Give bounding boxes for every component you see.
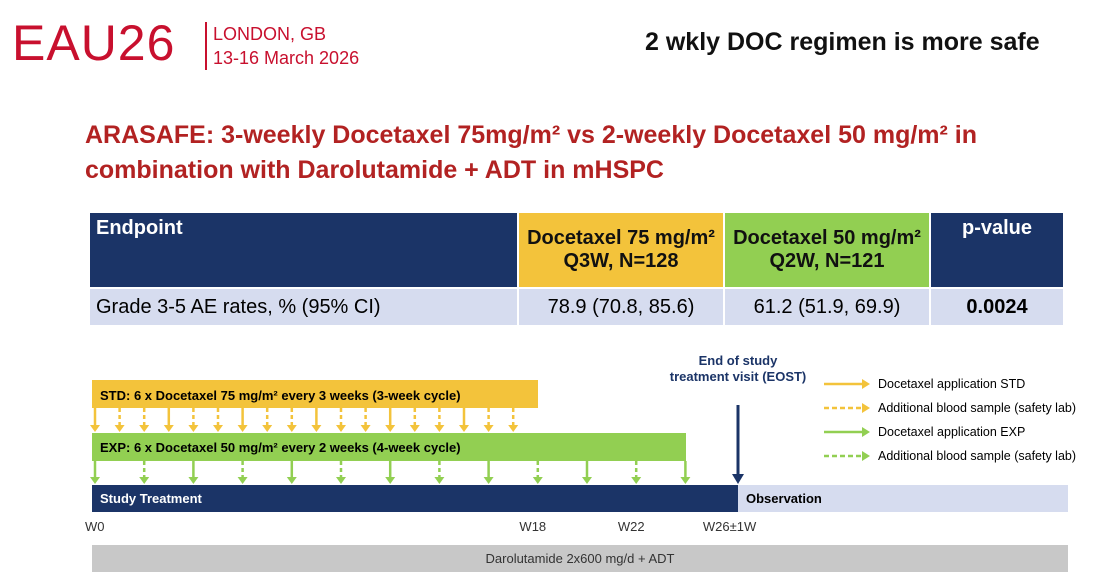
header-cell: Endpoint [88,211,519,289]
header-cell: Docetaxel 75 mg/m² Q3W, N=128 [517,211,725,289]
arrowhead [532,477,543,484]
week-label: W0 [85,519,105,534]
dates: 13-16 March 2026 [213,48,360,68]
eost-line: treatment visit (EOST) [670,369,807,384]
arrowhead [336,425,346,432]
legend-arrowhead [862,451,870,461]
exp-bar [92,433,686,461]
legend-label: Additional blood sample (safety lab) [878,449,1076,463]
arrowhead [360,425,371,432]
cell: Grade 3-5 AE rates, % (95% CI) [88,287,519,327]
arrowhead [434,425,445,432]
observation-label: Observation [746,491,822,506]
arrowhead [188,477,199,484]
legend-arrowhead [862,379,870,389]
arrowhead [188,425,199,432]
logo: EAU26 [12,15,176,71]
cell: 61.2 (51.9, 69.9) [723,287,931,327]
cell: 0.0024 [929,287,1065,327]
legend-label: Docetaxel application STD [878,377,1025,391]
arrowhead [385,425,396,432]
arrowhead [459,425,469,432]
arrowhead [237,425,248,432]
std-label: STD: 6 x Docetaxel 75 mg/m² every 3 week… [100,388,461,403]
legend-label: Additional blood sample (safety lab) [878,401,1076,415]
legend: Docetaxel application STD Additional bloo… [824,377,1076,463]
arrows [90,408,691,484]
background-bar [92,545,1068,572]
arrowhead [582,477,592,484]
eost-arrowhead [732,474,744,484]
arrowhead [286,477,297,484]
arrowhead [237,477,248,484]
legend-arrowhead [862,427,870,437]
arrowhead [508,425,519,432]
week-labels: W0 W18 W22 W26±1W [85,519,757,534]
legend-arrowhead [862,403,870,413]
city: LONDON, GB [213,24,327,44]
table: Endpoint Docetaxel 75 mg/m² Q3W, N=128 D… [88,211,1065,327]
arrowhead [336,477,346,484]
arrowhead [262,425,273,432]
observation-bar [738,485,1068,512]
study-bar [92,485,738,512]
title: ARASAFE: 3-weekly Docetaxel 75mg/m² vs 2… [85,121,978,184]
header-cell: p-value [929,211,1065,289]
arrowhead [286,425,297,432]
arrowhead [385,477,396,484]
arrowhead [434,477,445,484]
background-label: Darolutamide 2x600 mg/d + ADT [486,551,675,566]
week-label: W22 [618,519,645,534]
arrowhead [311,425,322,432]
cell: 78.9 (70.8, 85.6) [517,287,725,327]
header-cell: Docetaxel 50 mg/m² Q2W, N=121 [723,211,931,289]
arrowhead [483,425,494,432]
exp-label: EXP: 6 x Docetaxel 50 mg/m² every 2 week… [100,440,461,455]
legend-label: Docetaxel application EXP [878,425,1025,439]
eost-line: End of study [699,353,778,368]
arrowhead [90,425,100,432]
arrowhead [114,425,125,432]
arrowhead [139,477,150,484]
arrowhead [139,425,150,432]
eost-label: End of study treatment visit (EOST) [670,353,807,384]
arrowhead [680,477,691,484]
week-label: W18 [519,519,546,534]
arrowhead [409,425,420,432]
arrowhead [483,477,494,484]
event-info: LONDON, GB 13-16 March 2026 [205,22,359,70]
week-label: W26±1W [703,519,757,534]
arrowhead [631,477,642,484]
arrowhead [213,425,223,432]
headline: 2 wkly DOC regimen is more safe [645,28,1040,56]
arrowhead [163,425,174,432]
arrowhead [90,477,100,484]
study-label: Study Treatment [100,491,203,506]
std-bar [92,380,538,408]
